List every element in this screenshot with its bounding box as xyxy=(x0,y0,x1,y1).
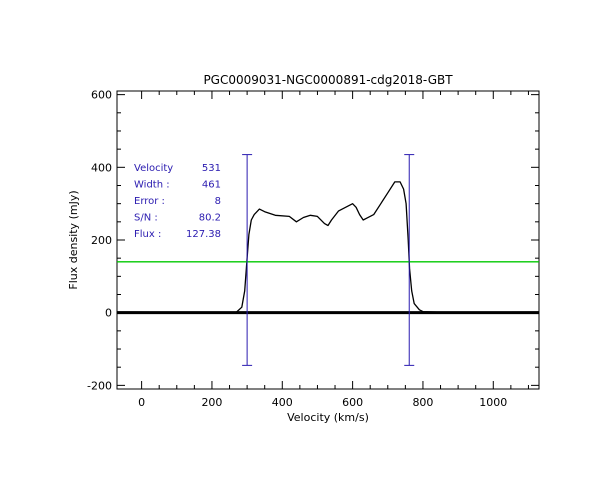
tick-labels: 0 200 400 600 800 1000 -200 0 200 400 600 xyxy=(87,89,507,409)
axis-ticks xyxy=(117,91,539,389)
y-tick-label: 200 xyxy=(91,234,112,247)
y-tick-label: -200 xyxy=(87,379,112,392)
annotation-value: 8 xyxy=(215,196,221,207)
annotation-label: Velocity xyxy=(134,163,173,174)
plot-frame xyxy=(116,90,540,390)
y-tick-label: 600 xyxy=(91,89,112,102)
annotation-label: Error : xyxy=(134,196,165,207)
annotation-label: Flux : xyxy=(134,229,161,240)
y-tick-label: 400 xyxy=(91,161,112,174)
chart-title: PGC0009031-NGC0000891-cdg2018-GBT xyxy=(203,73,453,87)
plot-layer xyxy=(116,154,540,366)
y-axis-label: Flux density (mJy) xyxy=(67,190,80,289)
x-axis-label: Velocity (km/s) xyxy=(287,411,369,424)
x-tick-label: 800 xyxy=(412,396,433,409)
annotation-value: 80.2 xyxy=(199,213,221,224)
annotation-block: Velocity 531 Width : 461 Error : 8 S/N : 80.2 Fl… xyxy=(134,163,221,240)
x-tick-label: 1000 xyxy=(479,396,507,409)
y-tick-label: 0 xyxy=(105,307,112,320)
annotation-value: 461 xyxy=(202,180,221,191)
annotation-label: Width : xyxy=(134,180,170,191)
annotation-value: 127.38 xyxy=(186,229,221,240)
x-tick-label: 600 xyxy=(342,396,363,409)
x-tick-label: 400 xyxy=(272,396,293,409)
annotation-value: 531 xyxy=(202,163,221,174)
x-tick-label: 0 xyxy=(138,396,145,409)
x-tick-label: 200 xyxy=(201,396,222,409)
spectrum-line xyxy=(116,181,540,313)
annotation-label: S/N : xyxy=(134,213,158,224)
